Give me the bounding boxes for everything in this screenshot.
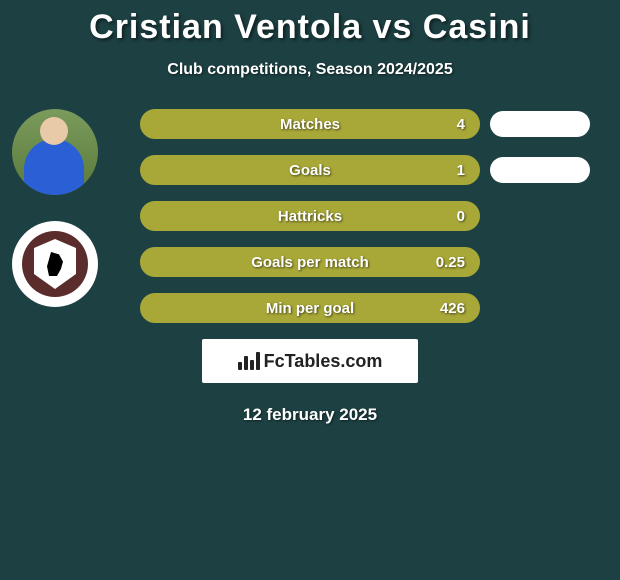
page-subtitle: Club competitions, Season 2024/2025 (0, 61, 620, 79)
crest-shield (22, 231, 88, 297)
stat-row-mpg: Min per goal 426 (140, 293, 480, 323)
club-crest (12, 221, 98, 307)
comparison-content: Matches 4 Goals 1 Hattricks 0 Goals per … (0, 109, 620, 323)
stat-row-matches: Matches 4 (140, 109, 480, 139)
player-shirt (24, 139, 84, 195)
stat-row-hattricks: Hattricks 0 (140, 201, 480, 231)
stat-row-gpm: Goals per match 0.25 (140, 247, 480, 277)
crest-inner (34, 239, 76, 289)
stats-column: Matches 4 Goals 1 Hattricks 0 Goals per … (140, 109, 480, 323)
comparison-pill (490, 111, 590, 137)
stat-value: 4 (457, 110, 465, 138)
crest-horse-icon (45, 252, 65, 276)
brand-box: FcTables.com (202, 339, 418, 383)
right-pill-column (490, 109, 590, 203)
page-title: Cristian Ventola vs Casini (0, 0, 620, 47)
stat-value: 426 (440, 294, 465, 322)
brand-bars-icon (238, 352, 260, 370)
stat-label: Goals (141, 156, 479, 184)
stat-value: 0.25 (436, 248, 465, 276)
stat-label: Hattricks (141, 202, 479, 230)
avatar-column (12, 109, 112, 333)
stat-label: Matches (141, 110, 479, 138)
player-avatar (12, 109, 98, 195)
player-head (40, 117, 68, 145)
stat-row-goals: Goals 1 (140, 155, 480, 185)
stat-value: 1 (457, 156, 465, 184)
comparison-pill (490, 157, 590, 183)
stat-value: 0 (457, 202, 465, 230)
brand-text: FcTables.com (264, 351, 383, 372)
stat-label: Goals per match (141, 248, 479, 276)
stat-label: Min per goal (141, 294, 479, 322)
date-label: 12 february 2025 (0, 405, 620, 425)
